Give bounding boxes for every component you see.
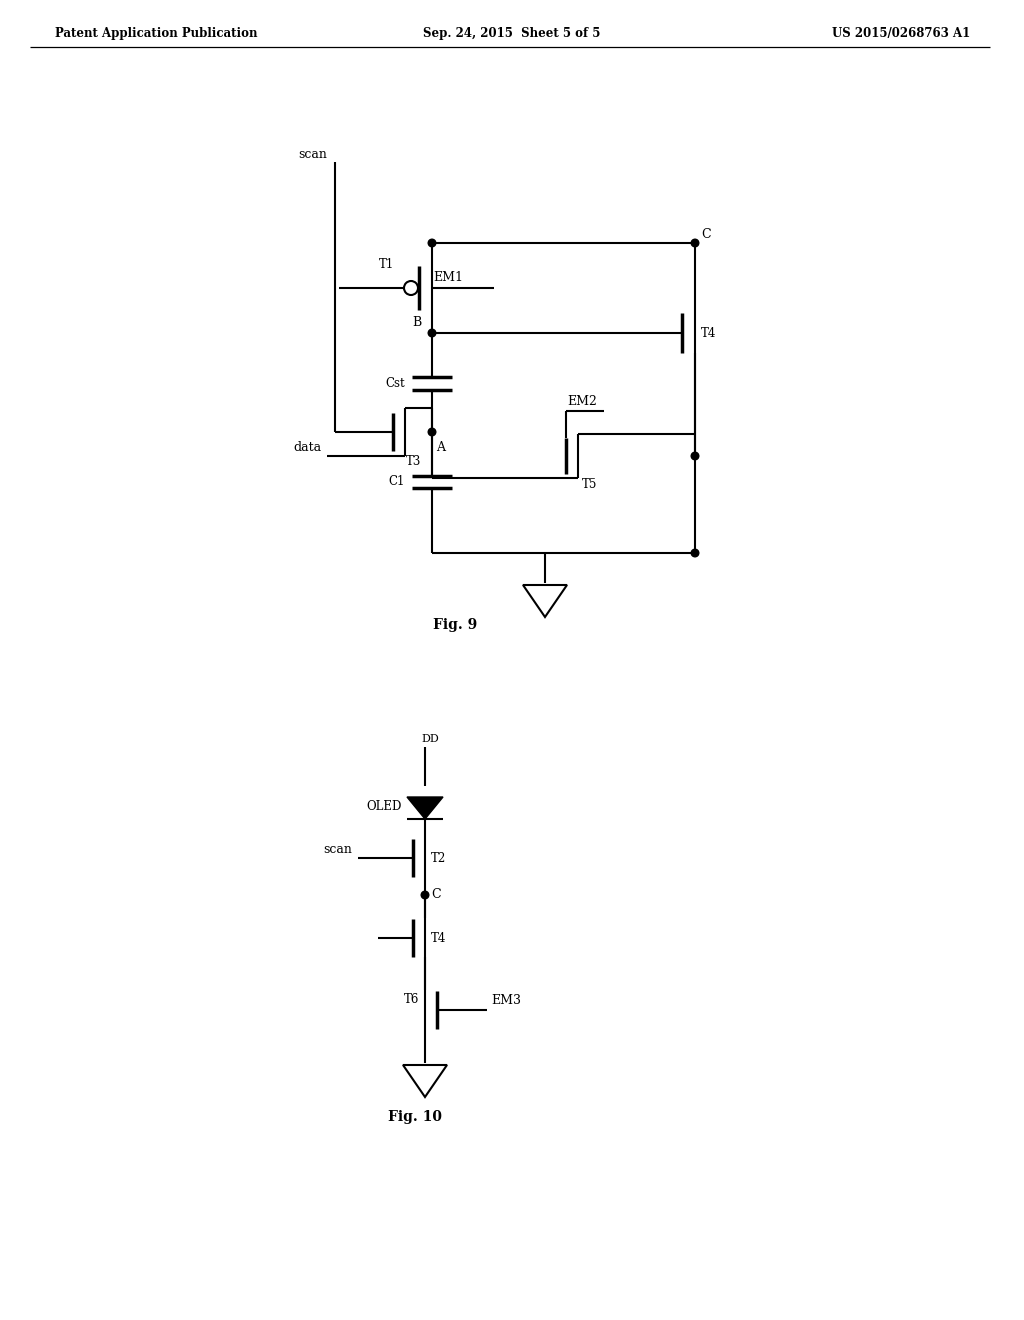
Text: EM3: EM3 — [490, 994, 521, 1007]
Circle shape — [428, 239, 436, 247]
Text: Sep. 24, 2015  Sheet 5 of 5: Sep. 24, 2015 Sheet 5 of 5 — [423, 26, 601, 40]
Text: C: C — [701, 228, 711, 242]
Text: scan: scan — [298, 149, 327, 161]
Text: OLED: OLED — [367, 800, 402, 813]
Circle shape — [691, 239, 698, 247]
Text: US 2015/0268763 A1: US 2015/0268763 A1 — [831, 26, 970, 40]
Text: T4: T4 — [431, 932, 446, 945]
Circle shape — [428, 329, 436, 337]
Text: C1: C1 — [389, 475, 406, 488]
Polygon shape — [407, 797, 443, 818]
Text: T2: T2 — [431, 851, 446, 865]
Text: Cst: Cst — [385, 376, 406, 389]
Text: T1: T1 — [379, 257, 394, 271]
Text: Patent Application Publication: Patent Application Publication — [55, 26, 257, 40]
Text: T6: T6 — [403, 993, 419, 1006]
Text: B: B — [413, 315, 422, 329]
Text: Fig. 9: Fig. 9 — [433, 618, 477, 632]
Text: EM2: EM2 — [567, 395, 597, 408]
Text: A: A — [436, 441, 445, 454]
Text: Fig. 10: Fig. 10 — [388, 1110, 442, 1125]
Text: T4: T4 — [701, 326, 717, 339]
Circle shape — [421, 891, 429, 899]
Circle shape — [691, 549, 698, 557]
Text: T5: T5 — [582, 478, 597, 491]
Circle shape — [691, 453, 698, 459]
Text: C: C — [431, 888, 440, 902]
Text: EM1: EM1 — [433, 271, 463, 284]
Circle shape — [428, 428, 436, 436]
Text: data: data — [293, 441, 321, 454]
Text: scan: scan — [324, 843, 352, 855]
Text: DD: DD — [421, 734, 439, 744]
Text: T3: T3 — [406, 455, 421, 469]
